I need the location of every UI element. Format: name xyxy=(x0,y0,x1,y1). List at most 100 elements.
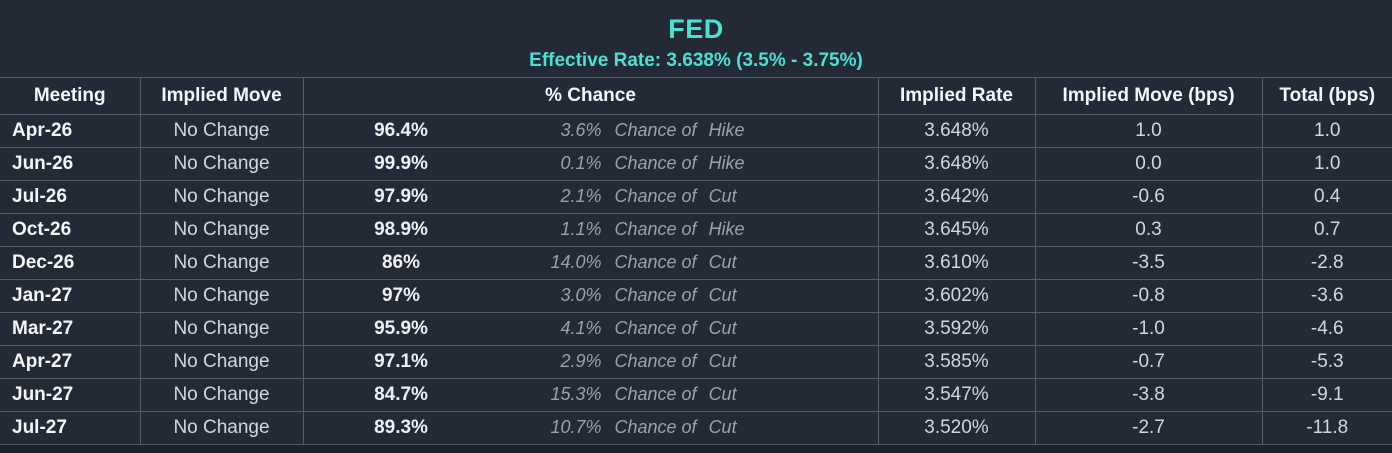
chance-of-label: Chance of xyxy=(614,351,697,371)
chance-of-label: Chance of xyxy=(614,285,697,305)
chance-of-label: Chance of xyxy=(614,417,697,437)
chance-alt-pct: 10.7% xyxy=(550,417,602,437)
chance-cell: 84.7% 15.3% Chance of Cut xyxy=(302,378,879,412)
implied-rate-cell: 3.602% xyxy=(877,279,1036,313)
chance-outcome: Hike xyxy=(708,120,745,140)
meeting-cell: Jun-27 xyxy=(0,378,141,412)
chance-of-label: Chance of xyxy=(614,384,697,404)
implied-move-cell: No Change xyxy=(139,114,304,148)
meeting-cell: Dec-26 xyxy=(0,246,141,280)
chance-cell: 97.9% 2.1% Chance of Cut xyxy=(302,180,879,214)
implied-move-bps-cell: -0.6 xyxy=(1034,180,1263,214)
meeting-cell: Apr-26 xyxy=(0,114,141,148)
chance-outcome: Cut xyxy=(708,351,737,371)
total-bps-cell: 0.4 xyxy=(1261,180,1392,214)
col-header-meeting: Meeting xyxy=(0,77,141,115)
chance-outcome: Cut xyxy=(708,417,737,437)
total-bps-cell: -11.8 xyxy=(1261,411,1392,445)
col-header-chance: % Chance xyxy=(302,77,879,115)
chance-alt-pct: 3.0% xyxy=(560,285,602,305)
title-band: FED Effective Rate: 3.638% (3.5% - 3.75%… xyxy=(0,0,1392,77)
col-header-implied-move-bps: Implied Move (bps) xyxy=(1034,77,1263,115)
fed-meetings-table: Meeting Implied Move % Chance Implied Ra… xyxy=(0,77,1392,445)
implied-rate-cell: 3.610% xyxy=(877,246,1036,280)
effective-rate-subtitle: Effective Rate: 3.638% (3.5% - 3.75%) xyxy=(529,50,863,71)
chance-main-pct: 97% xyxy=(381,285,421,306)
chance-outcome: Cut xyxy=(708,318,737,338)
total-bps-cell: -5.3 xyxy=(1261,345,1392,379)
implied-move-cell: No Change xyxy=(139,246,304,280)
chance-alt-pct: 2.1% xyxy=(560,186,602,206)
meeting-cell: Apr-27 xyxy=(0,345,141,379)
page-title: FED xyxy=(668,14,724,45)
implied-move-bps-cell: 0.0 xyxy=(1034,147,1263,181)
chance-outcome: Hike xyxy=(708,153,745,173)
implied-move-cell: No Change xyxy=(139,180,304,214)
implied-move-bps-cell: -0.8 xyxy=(1034,279,1263,313)
bottom-strip xyxy=(0,445,1392,453)
chance-main-pct: 97.9% xyxy=(374,186,428,207)
total-bps-cell: 1.0 xyxy=(1261,147,1392,181)
total-bps-cell: -9.1 xyxy=(1261,378,1392,412)
table-row: Apr-26 No Change 96.4% 3.6% Chance of Hike … xyxy=(0,114,1392,148)
implied-rate-cell: 3.648% xyxy=(877,114,1036,148)
chance-main-pct: 95.9% xyxy=(374,318,428,339)
table-header-row: Meeting Implied Move % Chance Implied Ra… xyxy=(0,77,1392,115)
table-row: Jul-26 No Change 97.9% 2.1% Chance of Cut 3… xyxy=(0,180,1392,214)
implied-move-bps-cell: 0.3 xyxy=(1034,213,1263,247)
implied-move-cell: No Change xyxy=(139,345,304,379)
chance-main-pct: 86% xyxy=(381,252,421,273)
chance-main-pct: 89.3% xyxy=(374,417,428,438)
table-row: Mar-27 No Change 95.9% 4.1% Chance of Cut 3… xyxy=(0,312,1392,346)
chance-alt-pct: 0.1% xyxy=(560,153,602,173)
implied-move-cell: No Change xyxy=(139,279,304,313)
total-bps-cell: -4.6 xyxy=(1261,312,1392,346)
table-row: Jun-26 No Change 99.9% 0.1% Chance of Hike … xyxy=(0,147,1392,181)
chance-cell: 96.4% 3.6% Chance of Hike xyxy=(302,114,879,148)
implied-move-cell: No Change xyxy=(139,312,304,346)
chance-main-pct: 97.1% xyxy=(374,351,428,372)
col-header-implied-rate: Implied Rate xyxy=(877,77,1036,115)
chance-main-pct: 96.4% xyxy=(374,120,428,141)
implied-rate-cell: 3.645% xyxy=(877,213,1036,247)
implied-rate-cell: 3.592% xyxy=(877,312,1036,346)
chance-outcome: Hike xyxy=(708,219,745,239)
chance-cell: 89.3% 10.7% Chance of Cut xyxy=(302,411,879,445)
chance-cell: 98.9% 1.1% Chance of Hike xyxy=(302,213,879,247)
chance-outcome: Cut xyxy=(708,384,737,404)
chance-of-label: Chance of xyxy=(614,318,697,338)
chance-alt-pct: 2.9% xyxy=(560,351,602,371)
implied-rate-cell: 3.642% xyxy=(877,180,1036,214)
meeting-cell: Jan-27 xyxy=(0,279,141,313)
total-bps-cell: -3.6 xyxy=(1261,279,1392,313)
meeting-cell: Mar-27 xyxy=(0,312,141,346)
chance-of-label: Chance of xyxy=(614,252,697,272)
chance-alt-pct: 15.3% xyxy=(550,384,602,404)
total-bps-cell: 0.7 xyxy=(1261,213,1392,247)
chance-cell: 86% 14.0% Chance of Cut xyxy=(302,246,879,280)
chance-of-label: Chance of xyxy=(614,120,697,140)
meeting-cell: Jul-26 xyxy=(0,180,141,214)
implied-move-cell: No Change xyxy=(139,213,304,247)
table-row: Jan-27 No Change 97% 3.0% Chance of Cut 3.6… xyxy=(0,279,1392,313)
chance-alt-pct: 4.1% xyxy=(560,318,602,338)
chance-outcome: Cut xyxy=(708,285,737,305)
table-row: Jun-27 No Change 84.7% 15.3% Chance of Cut … xyxy=(0,378,1392,412)
chance-main-pct: 98.9% xyxy=(374,219,428,240)
table-row: Dec-26 No Change 86% 14.0% Chance of Cut 3.… xyxy=(0,246,1392,280)
implied-move-bps-cell: 1.0 xyxy=(1034,114,1263,148)
chance-cell: 99.9% 0.1% Chance of Hike xyxy=(302,147,879,181)
chance-main-pct: 99.9% xyxy=(374,153,428,174)
table-row: Jul-27 No Change 89.3% 10.7% Chance of Cut … xyxy=(0,411,1392,445)
meeting-cell: Jul-27 xyxy=(0,411,141,445)
chance-alt-pct: 1.1% xyxy=(560,219,602,239)
table-row: Oct-26 No Change 98.9% 1.1% Chance of Hike … xyxy=(0,213,1392,247)
col-header-implied-move: Implied Move xyxy=(139,77,304,115)
chance-cell: 97% 3.0% Chance of Cut xyxy=(302,279,879,313)
implied-move-bps-cell: -3.5 xyxy=(1034,246,1263,280)
implied-move-bps-cell: -2.7 xyxy=(1034,411,1263,445)
table-row: Apr-27 No Change 97.1% 2.9% Chance of Cut 3… xyxy=(0,345,1392,379)
chance-main-pct: 84.7% xyxy=(374,384,428,405)
implied-rate-cell: 3.547% xyxy=(877,378,1036,412)
